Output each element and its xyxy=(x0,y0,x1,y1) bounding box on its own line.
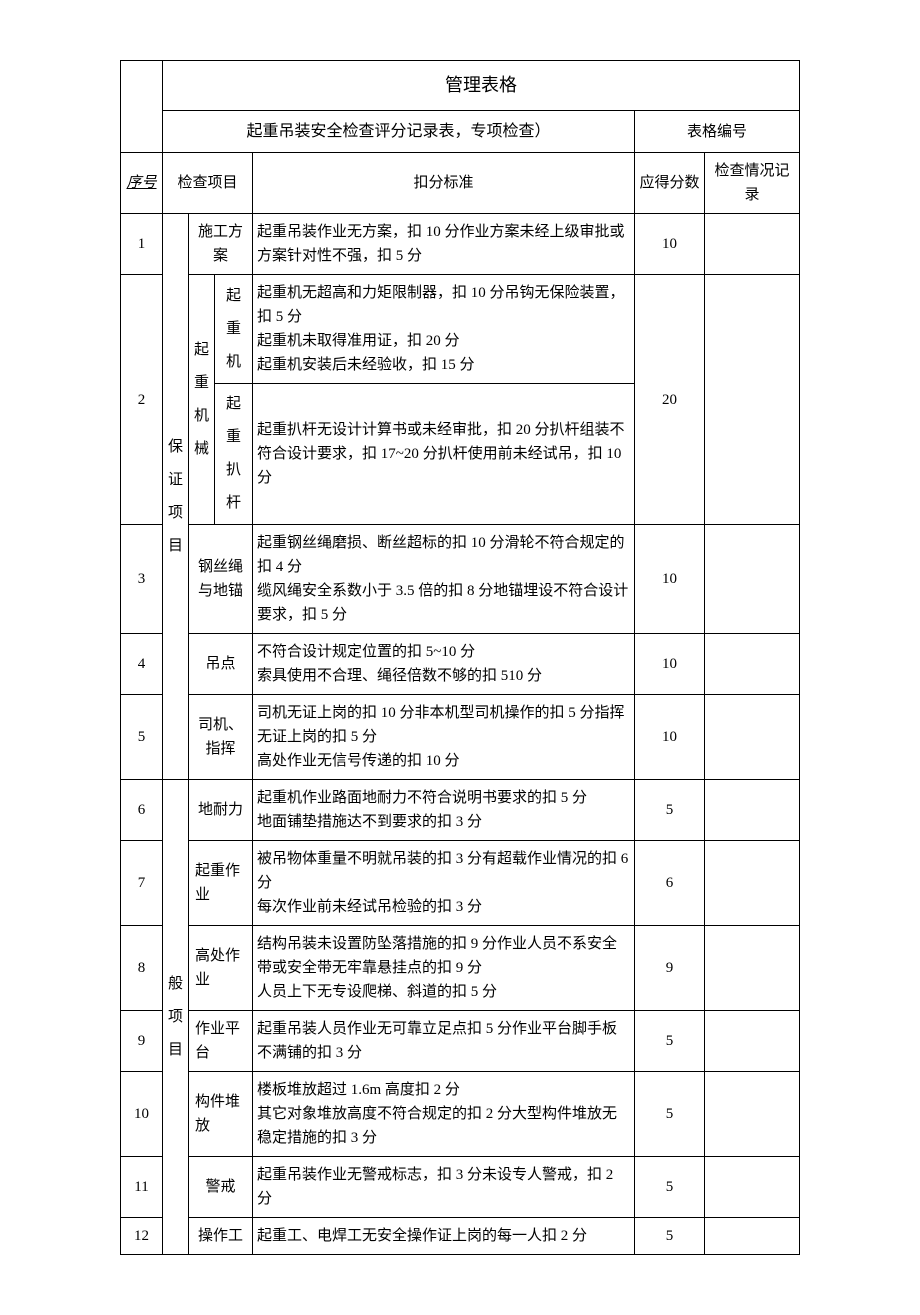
std-cell: 起重机作业路面地耐力不符合说明书要求的扣 5 分地面铺垫措施达不到要求的扣 3 … xyxy=(253,780,635,841)
score-cell: 5 xyxy=(635,780,705,841)
std-cell: 被吊物体重量不明就吊装的扣 3 分有超载作业情况的扣 6 分每次作业前未经试吊检… xyxy=(253,841,635,926)
score-cell: 5 xyxy=(635,1218,705,1255)
record-cell xyxy=(705,1218,800,1255)
data-row: 10 构件堆放 楼板堆放超过 1.6m 高度扣 2 分其它对象堆放高度不符合规定… xyxy=(121,1072,800,1157)
item-cell: 高处作业 xyxy=(189,926,253,1011)
data-row: 2 起重机械 起重机 起重机无超高和力矩限制器，扣 10 分吊钩无保险装置，扣 … xyxy=(121,275,800,384)
std-cell: 起重吊装作业无方案，扣 10 分作业方案未经上级审批或方案针对性不强，扣 5 分 xyxy=(253,214,635,275)
std-cell: 楼板堆放超过 1.6m 高度扣 2 分其它对象堆放高度不符合规定的扣 2 分大型… xyxy=(253,1072,635,1157)
score-cell: 10 xyxy=(635,525,705,634)
record-cell xyxy=(705,1072,800,1157)
item-cell: 地耐力 xyxy=(189,780,253,841)
record-cell xyxy=(705,1157,800,1218)
record-cell xyxy=(705,780,800,841)
std-cell: 起重工、电焊工无安全操作证上岗的每一人扣 2 分 xyxy=(253,1218,635,1255)
record-cell xyxy=(705,214,800,275)
item-cell: 司机、指挥 xyxy=(189,695,253,780)
form-number-label: 表格编号 xyxy=(635,110,800,153)
score-cell: 5 xyxy=(635,1011,705,1072)
data-row: 9 作业平台 起重吊装人员作业无可靠立足点扣 5 分作业平台脚手板不满铺的扣 3… xyxy=(121,1011,800,1072)
seq-cell: 6 xyxy=(121,780,163,841)
col-seq-label: 序号 xyxy=(121,153,163,214)
inspection-table: 管理表格 起重吊装安全检查评分记录表，专项检查） 表格编号 序号 检查项目 扣分… xyxy=(120,60,800,1255)
record-cell xyxy=(705,634,800,695)
data-row: 11 警戒 起重吊装作业无警戒标志，扣 3 分未设专人警戒，扣 2 分 5 xyxy=(121,1157,800,1218)
std-cell: 不符合设计规定位置的扣 5~10 分索具使用不合理、绳径倍数不够的扣 510 分 xyxy=(253,634,635,695)
record-cell xyxy=(705,525,800,634)
std-cell: 起重扒杆无设计计算书或未经审批，扣 20 分扒杆组装不符合设计要求，扣 17~2… xyxy=(253,384,635,525)
record-cell xyxy=(705,1011,800,1072)
data-row: 6 般项目 地耐力 起重机作业路面地耐力不符合说明书要求的扣 5 分地面铺垫措施… xyxy=(121,780,800,841)
item-parent: 起重机械 xyxy=(189,275,215,525)
seq-cell: 5 xyxy=(121,695,163,780)
std-cell: 结构吊装未设置防坠落措施的扣 9 分作业人员不系安全带或安全带无牢靠悬挂点的扣 … xyxy=(253,926,635,1011)
item-sub-a: 起重机 xyxy=(215,275,253,384)
seq-cell: 8 xyxy=(121,926,163,1011)
score-cell: 10 xyxy=(635,634,705,695)
item-cell: 钢丝绳与地锚 xyxy=(189,525,253,634)
score-cell: 9 xyxy=(635,926,705,1011)
item-sub-b: 起重扒杆 xyxy=(215,384,253,525)
seq-cell: 9 xyxy=(121,1011,163,1072)
std-cell: 起重钢丝绳磨损、断丝超标的扣 10 分滑轮不符合规定的扣 4 分缆风绳安全系数小… xyxy=(253,525,635,634)
score-cell: 6 xyxy=(635,841,705,926)
main-title: 管理表格 xyxy=(163,61,800,111)
data-row: 4 吊点 不符合设计规定位置的扣 5~10 分索具使用不合理、绳径倍数不够的扣 … xyxy=(121,634,800,695)
data-row: 7 起重作业 被吊物体重量不明就吊装的扣 3 分有超载作业情况的扣 6 分每次作… xyxy=(121,841,800,926)
subtitle: 起重吊装安全检查评分记录表，专项检查） xyxy=(163,110,635,153)
data-row: 5 司机、指挥 司机无证上岗的扣 10 分非本机型司机操作的扣 5 分指挥无证上… xyxy=(121,695,800,780)
seq-cell: 1 xyxy=(121,214,163,275)
data-row: 1 保证项目 施工方案 起重吊装作业无方案，扣 10 分作业方案未经上级审批或方… xyxy=(121,214,800,275)
score-cell: 20 xyxy=(635,275,705,525)
std-cell: 司机无证上岗的扣 10 分非本机型司机操作的扣 5 分指挥无证上岗的扣 5 分高… xyxy=(253,695,635,780)
col-standard-label: 扣分标准 xyxy=(253,153,635,214)
std-cell: 起重吊装人员作业无可靠立足点扣 5 分作业平台脚手板不满铺的扣 3 分 xyxy=(253,1011,635,1072)
col-record-label: 检查情况记录 xyxy=(705,153,800,214)
seq-cell: 12 xyxy=(121,1218,163,1255)
score-cell: 5 xyxy=(635,1072,705,1157)
score-cell: 10 xyxy=(635,695,705,780)
seq-cell: 7 xyxy=(121,841,163,926)
seq-cell: 4 xyxy=(121,634,163,695)
score-cell: 10 xyxy=(635,214,705,275)
item-cell: 构件堆放 xyxy=(189,1072,253,1157)
record-cell xyxy=(705,275,800,525)
std-cell: 起重机无超高和力矩限制器，扣 10 分吊钩无保险装置，扣 5 分起重机未取得准用… xyxy=(253,275,635,384)
item-cell: 吊点 xyxy=(189,634,253,695)
item-cell: 作业平台 xyxy=(189,1011,253,1072)
data-row: 12 操作工 起重工、电焊工无安全操作证上岗的每一人扣 2 分 5 xyxy=(121,1218,800,1255)
score-cell: 5 xyxy=(635,1157,705,1218)
blank-top-left xyxy=(121,61,163,153)
seq-cell: 3 xyxy=(121,525,163,634)
item-cell: 操作工 xyxy=(189,1218,253,1255)
seq-cell: 10 xyxy=(121,1072,163,1157)
std-cell: 起重吊装作业无警戒标志，扣 3 分未设专人警戒，扣 2 分 xyxy=(253,1157,635,1218)
record-cell xyxy=(705,926,800,1011)
col-check-item-label: 检查项目 xyxy=(163,153,253,214)
record-cell xyxy=(705,841,800,926)
data-row: 3 钢丝绳与地锚 起重钢丝绳磨损、断丝超标的扣 10 分滑轮不符合规定的扣 4 … xyxy=(121,525,800,634)
record-cell xyxy=(705,695,800,780)
data-row: 8 高处作业 结构吊装未设置防坠落措施的扣 9 分作业人员不系安全带或安全带无牢… xyxy=(121,926,800,1011)
seq-cell: 11 xyxy=(121,1157,163,1218)
category-guarantee: 保证项目 xyxy=(163,214,189,780)
col-score-label: 应得分数 xyxy=(635,153,705,214)
item-cell: 施工方案 xyxy=(189,214,253,275)
category-general: 般项目 xyxy=(163,780,189,1255)
seq-cell: 2 xyxy=(121,275,163,525)
item-cell: 起重作业 xyxy=(189,841,253,926)
item-cell: 警戒 xyxy=(189,1157,253,1218)
